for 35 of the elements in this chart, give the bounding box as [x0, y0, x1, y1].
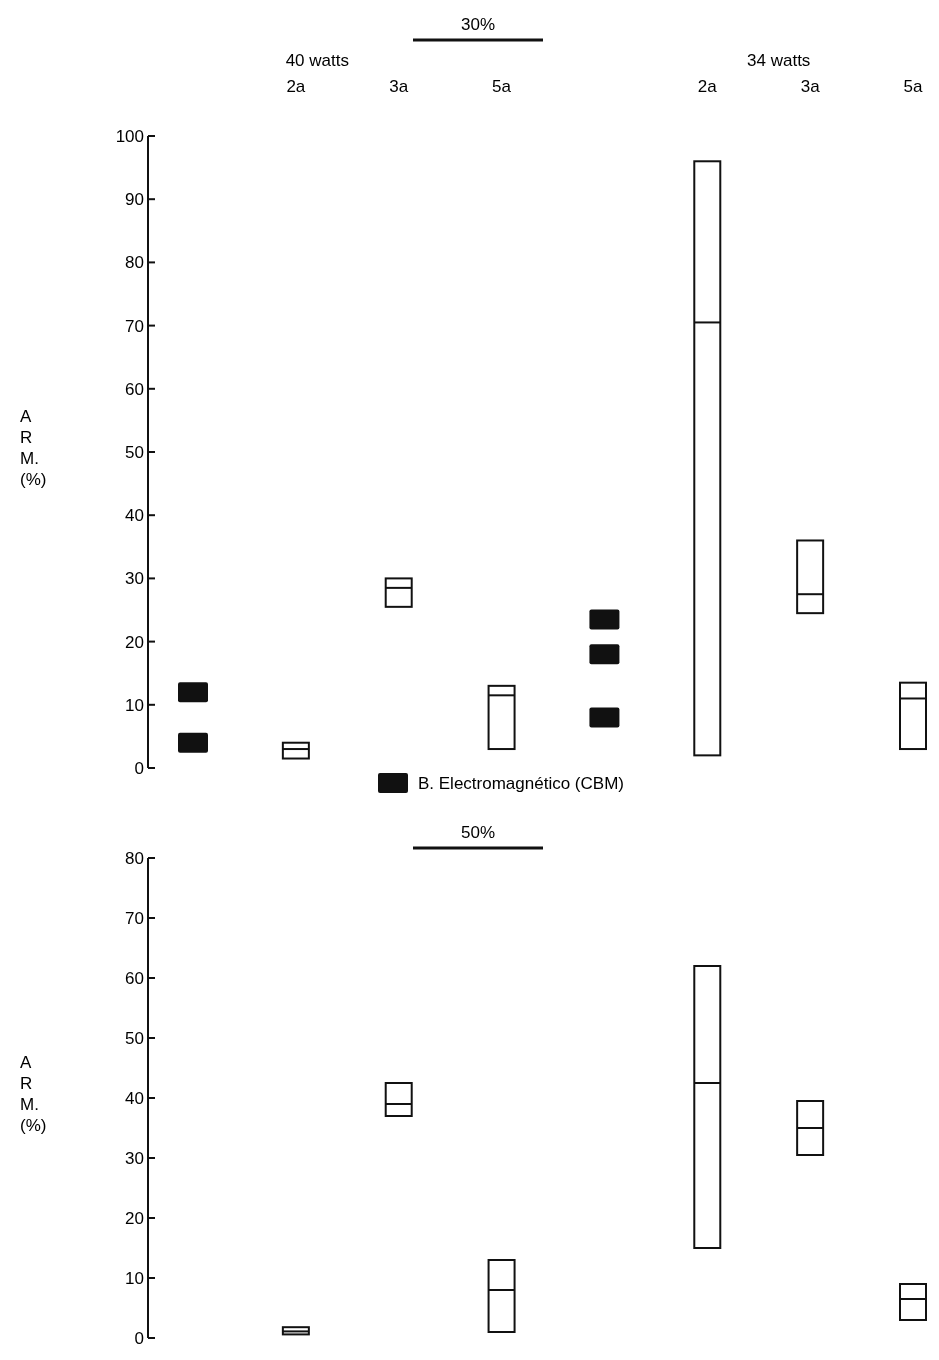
y-tick-label: 80	[125, 848, 144, 868]
y-tick-label: 0	[134, 1328, 144, 1348]
text: 40 watts	[285, 51, 349, 70]
y-tick-label: 10	[125, 1268, 144, 1288]
chart-title: 50%	[460, 823, 496, 842]
x-tick-label: 3a	[800, 77, 821, 96]
y-tick-label: 70	[125, 316, 144, 336]
y-tick-label: 40	[125, 506, 144, 526]
legend-label: B. Electromagnético (CBM)	[418, 773, 624, 793]
y-tick-label: 70	[125, 908, 144, 928]
y-tick-label: 100	[115, 126, 144, 146]
y-axis-title: A R M. (%)	[20, 407, 47, 489]
x-tick-label: 2a	[697, 77, 718, 96]
chart-title: 30%	[460, 15, 496, 34]
y-tick-label: 60	[125, 968, 144, 988]
y-axis-title: A R M. (%)	[20, 1053, 47, 1135]
y-tick-label: 30	[125, 1148, 144, 1168]
x-tick-label: 3a	[389, 77, 409, 96]
y-tick-label: 10	[125, 695, 144, 715]
x-tick-label: 5a	[903, 77, 923, 96]
y-tick-label: 80	[125, 253, 144, 273]
y-tick-label: 30	[125, 569, 144, 589]
y-tick-label: 90	[125, 190, 144, 210]
y-tick-label: 50	[125, 442, 144, 462]
y-tick-label: 0	[134, 758, 144, 778]
text: 34 watts	[747, 51, 811, 70]
y-tick-label: 50	[125, 1028, 144, 1048]
y-tick-label: 60	[125, 379, 144, 399]
y-tick-label: 20	[125, 632, 144, 652]
point	[178, 732, 208, 753]
y-tick-label: 40	[125, 1088, 144, 1108]
y-tick-label: 20	[125, 1208, 144, 1228]
point	[178, 682, 208, 703]
x-tick-label: 5a	[492, 77, 512, 96]
x-tick-label: 2a	[286, 77, 306, 96]
